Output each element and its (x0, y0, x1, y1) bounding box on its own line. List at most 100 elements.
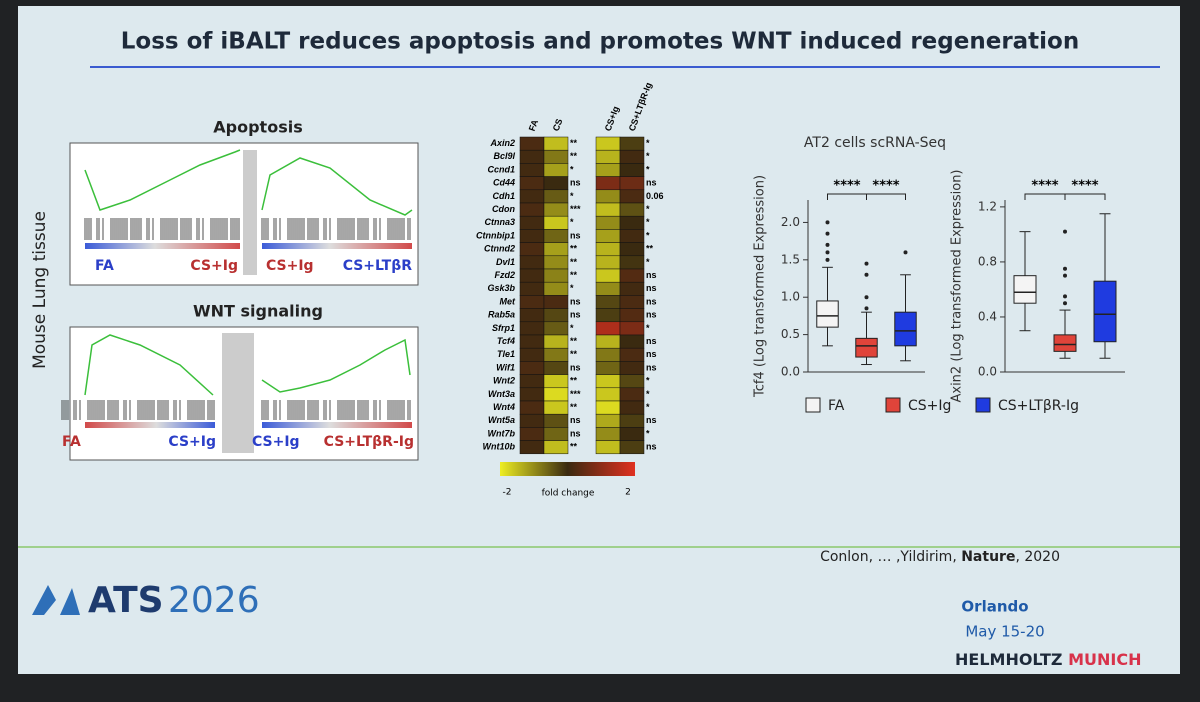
gene-label: Gsk3b (487, 283, 515, 293)
heatmap-cell (543, 268, 569, 283)
gene-label: Cdon (492, 204, 515, 214)
significance: *** (570, 389, 581, 399)
scale-max: 2 (625, 488, 631, 498)
significance-label: **** (1031, 179, 1058, 194)
heatmap-cell (595, 242, 621, 257)
heatmap-column-label: CS (551, 117, 565, 132)
citation: Conlon, … ,Yildirim, Nature, 2020 (820, 549, 1060, 565)
y-tick-label: 1.2 (978, 199, 997, 213)
heatmap-cell (543, 189, 569, 204)
heatmap-cell (543, 427, 569, 441)
significance-label: **** (872, 179, 899, 194)
heatmap-cell (619, 163, 645, 177)
heatmap-column-label: FA (527, 118, 541, 133)
significance-bracket (1064, 193, 1106, 200)
heatmap-cell (595, 440, 621, 455)
significance: ** (570, 270, 578, 280)
outlier (825, 220, 830, 225)
heatmap-cell (543, 242, 569, 257)
significance: ** (570, 244, 578, 254)
heatmap-cell (519, 281, 545, 296)
heatmap-cell (619, 215, 645, 230)
significance: * (570, 191, 574, 201)
heatmap-cell (519, 149, 545, 164)
heatmap-cell (519, 347, 545, 362)
significance: * (646, 138, 650, 148)
significance: ** (570, 336, 578, 346)
heatmap-cell (543, 202, 569, 217)
heatmap-cell (595, 163, 621, 177)
heatmap-cell (619, 387, 645, 402)
outlier (1063, 229, 1067, 234)
heatmap-cell (595, 295, 621, 309)
y-axis-label: Axin2 (Log transformed Expression) (950, 169, 965, 402)
rank-bar (262, 422, 412, 428)
significance: * (646, 204, 650, 214)
heatmap-cell (595, 413, 621, 428)
heatmap-cell (543, 149, 569, 164)
significance: ** (646, 244, 654, 254)
heatmap-cell (595, 189, 621, 204)
significance: ** (570, 376, 578, 386)
y-tick-label: 2.0 (781, 215, 800, 229)
significance: * (570, 283, 574, 293)
gene-label: Cd44 (493, 178, 515, 188)
gene-label: Wnt3a (488, 389, 515, 399)
box (894, 311, 917, 347)
heatmap-cell (519, 387, 545, 402)
significance: ns (646, 362, 657, 372)
heatmap-cell (543, 387, 569, 402)
legend-label: CS+LTβR-Ig (998, 398, 1079, 414)
org: HELMHOLTZ MUNICH (955, 650, 1141, 669)
heatmap-cell (519, 215, 545, 230)
legend-swatch (885, 397, 901, 413)
gene-label: Wnt7b (488, 428, 516, 438)
significance: ** (570, 402, 578, 412)
heatmap-cell (519, 242, 545, 257)
heatmap-cell (543, 229, 569, 243)
heatmap-cell (595, 268, 621, 283)
group-label: FA (62, 434, 81, 450)
org-name: HELMHOLTZ (955, 650, 1063, 669)
gsea-title: Apoptosis (213, 118, 302, 137)
y-tick-label: 1.5 (781, 252, 800, 266)
significance: ns (646, 296, 657, 306)
heatmap-cell (519, 202, 545, 217)
heatmap-cell (595, 281, 621, 296)
heatmap-cell (543, 255, 569, 270)
heatmap-cell (543, 413, 569, 428)
significance: ns (646, 270, 657, 280)
outlier (864, 261, 869, 266)
citation-year: 2020 (1024, 549, 1060, 565)
significance: * (646, 389, 650, 399)
group-label: CS+LTβR-Ig (324, 434, 414, 450)
outlier (825, 242, 830, 247)
gsea-curve (261, 157, 413, 216)
significance: ns (646, 310, 657, 320)
heatmap-cell (519, 427, 545, 441)
rank-bar (85, 243, 240, 249)
y-tick-label: 0.0 (978, 365, 997, 379)
significance: ns (570, 230, 581, 240)
y-tick-label: 0.8 (978, 254, 997, 268)
heatmap-cell (595, 308, 621, 323)
legend-label: CS+Ig (908, 398, 951, 414)
heatmap-cell (543, 136, 569, 151)
outlier (1063, 273, 1067, 278)
heatmap-cell (595, 334, 621, 349)
org-name-2: MUNICH (1068, 650, 1141, 669)
gene-label: Ctnna3 (484, 217, 515, 227)
legend-label: FA (828, 398, 845, 414)
significance: * (646, 376, 650, 386)
heatmap-cell (595, 347, 621, 362)
heatmap-cell (595, 400, 621, 415)
significance-label: **** (833, 179, 860, 194)
gene-label: Rab5a (488, 310, 515, 320)
heatmap-cell (543, 400, 569, 415)
group-label: CS+Ig (168, 434, 216, 450)
heatmap-cell (619, 374, 645, 389)
heatmap-cell (595, 176, 621, 191)
significance-label: **** (1071, 179, 1098, 194)
heatmap-cell (619, 295, 645, 309)
